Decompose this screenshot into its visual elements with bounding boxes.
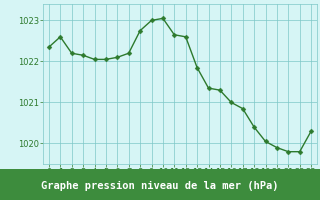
Text: Graphe pression niveau de la mer (hPa): Graphe pression niveau de la mer (hPa): [41, 181, 279, 191]
